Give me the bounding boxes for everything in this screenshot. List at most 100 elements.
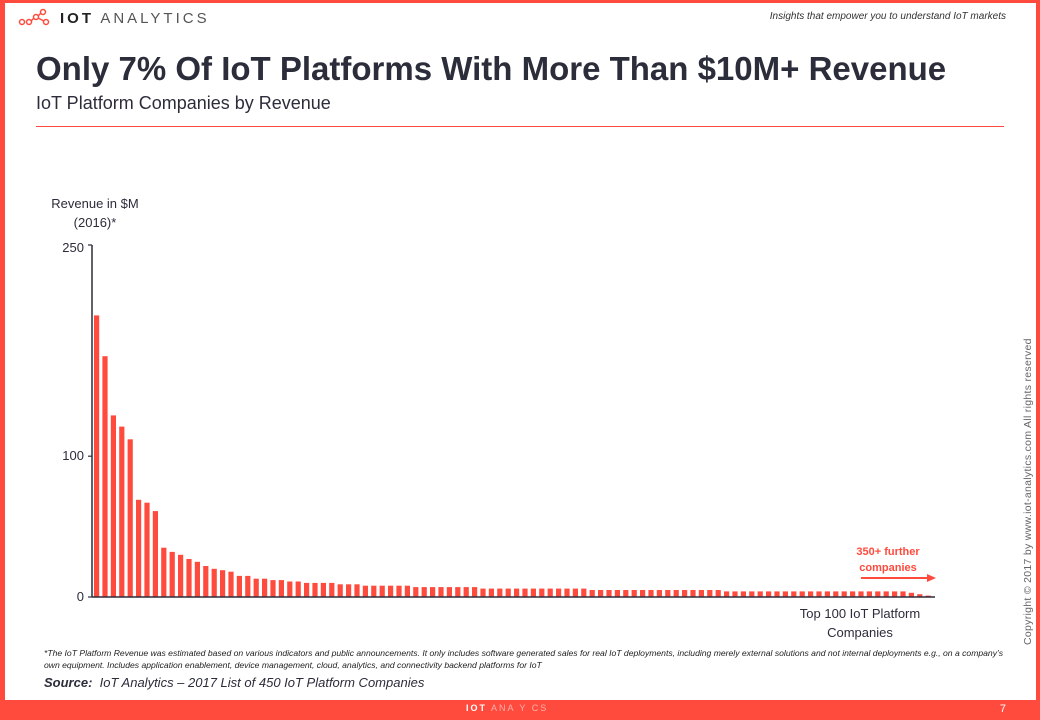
- bar: [530, 588, 536, 597]
- bar: [312, 582, 318, 597]
- further-companies-annotation: 350+ further companies: [848, 544, 928, 576]
- bar: [354, 584, 360, 597]
- bar: [824, 591, 830, 597]
- x-axis-label: Top 100 IoT Platform Companies: [780, 604, 940, 642]
- bar: [883, 591, 889, 597]
- page-number: 7: [999, 703, 1006, 715]
- bar: [875, 591, 881, 597]
- bar: [908, 592, 914, 597]
- bar: [749, 591, 755, 597]
- bar: [715, 590, 721, 597]
- x-axis-label-line: Top 100 IoT Platform: [799, 606, 921, 621]
- bar: [505, 588, 511, 597]
- logo: IOT ANALYTICS: [18, 8, 210, 28]
- bar: [438, 587, 444, 597]
- bar: [648, 590, 654, 597]
- source: Source: IoT Analytics – 2017 List of 450…: [44, 675, 424, 690]
- bar: [102, 356, 108, 597]
- bar: [127, 439, 133, 597]
- bar: [421, 587, 427, 597]
- bar: [799, 591, 805, 597]
- bar: [841, 591, 847, 597]
- bar: [564, 588, 570, 597]
- bar: [917, 594, 923, 597]
- logo-text: IOT ANALYTICS: [60, 9, 210, 27]
- bar: [673, 590, 679, 597]
- y-axis-label: Revenue in $M (2016)*: [40, 194, 150, 232]
- bar: [572, 588, 578, 597]
- bar: [236, 575, 242, 597]
- footer-logo: IOT ANA Y CS: [466, 703, 549, 713]
- bar: [606, 590, 612, 597]
- bar: [808, 591, 814, 597]
- bar: [866, 591, 872, 597]
- bar: [320, 582, 326, 597]
- bar: [850, 591, 856, 597]
- y-tick-label: 250: [62, 240, 84, 255]
- bar: [362, 585, 368, 597]
- bar: [547, 588, 553, 597]
- bar: [858, 591, 864, 597]
- bar: [371, 585, 377, 597]
- bar: [287, 581, 293, 597]
- bar: [463, 587, 469, 597]
- bar: [161, 547, 167, 597]
- bar: [178, 554, 184, 597]
- bar: [329, 582, 335, 597]
- annotation-line: 350+ further: [856, 546, 920, 558]
- bar: [707, 590, 713, 597]
- bar: [724, 591, 730, 597]
- bar: [816, 591, 822, 597]
- bar: [631, 590, 637, 597]
- bar: [556, 588, 562, 597]
- bar: [900, 591, 906, 597]
- bar: [253, 578, 259, 597]
- bar: [614, 590, 620, 597]
- bar: [791, 591, 797, 597]
- bar: [589, 590, 595, 597]
- source-text: IoT Analytics – 2017 List of 450 IoT Pla…: [99, 675, 425, 690]
- y-axis-label-line: (2016)*: [73, 215, 117, 230]
- bar: [396, 585, 402, 597]
- bar: [270, 580, 276, 597]
- bar: [169, 551, 175, 597]
- tagline: Insights that empower you to understand …: [769, 11, 1006, 22]
- bar: [522, 588, 528, 597]
- bar: [472, 587, 478, 597]
- y-tick-label: 0: [76, 589, 84, 604]
- bar: [757, 591, 763, 597]
- bar: [262, 578, 268, 597]
- bar: [581, 588, 587, 597]
- bar: [774, 591, 780, 597]
- bar: [186, 559, 192, 597]
- bar: [379, 585, 385, 597]
- bar: [245, 575, 251, 597]
- bar: [833, 591, 839, 597]
- network-logo-icon: [18, 8, 50, 26]
- bar: [497, 588, 503, 597]
- bar: [388, 585, 394, 597]
- bar: [295, 581, 301, 597]
- annotation-line: companies: [859, 562, 917, 574]
- bar: [740, 591, 746, 597]
- bar: [346, 584, 352, 597]
- bar: [732, 591, 738, 597]
- x-axis-label-line: Companies: [827, 625, 893, 640]
- bar: [110, 415, 116, 597]
- bar: [304, 582, 310, 597]
- bar: [119, 426, 125, 597]
- arrow-right-icon: [927, 574, 936, 582]
- bar: [892, 591, 898, 597]
- bar: [203, 566, 209, 597]
- bar: [623, 590, 629, 597]
- bar: [690, 590, 696, 597]
- bar: [228, 571, 234, 597]
- bar: [682, 590, 688, 597]
- page-title: Only 7% Of IoT Platforms With More Than …: [36, 50, 947, 87]
- y-tick-label: 100: [62, 448, 84, 463]
- y-axis-label-line: Revenue in $M: [51, 196, 139, 211]
- bar: [144, 502, 150, 597]
- bar: [446, 587, 452, 597]
- bar: [766, 591, 772, 597]
